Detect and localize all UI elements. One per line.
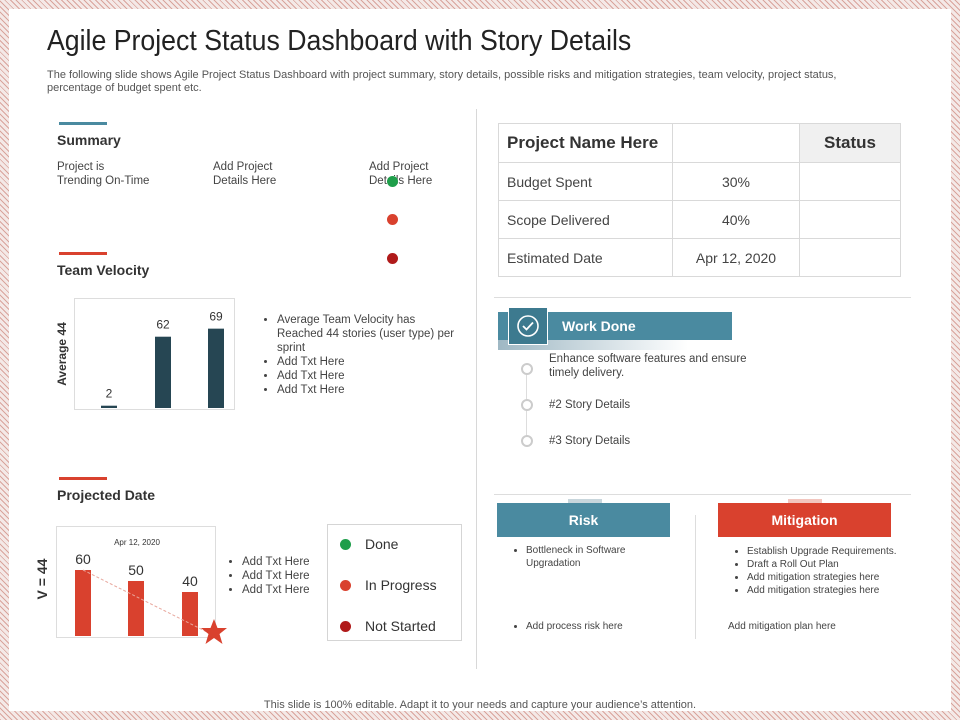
projected-chart: Apr 12, 2020 60 50 40 (75, 538, 218, 638)
projected-note: Add Txt Here (242, 583, 334, 597)
table-row: Scope Delivered 40% (498, 200, 901, 239)
table-cell-status (799, 238, 901, 277)
risk-tab (568, 499, 602, 505)
table-header-status: Status (799, 123, 901, 163)
work-item: #2 Story Details (549, 399, 631, 411)
velocity-notes: Average Team Velocity has Reached 44 sto… (259, 313, 459, 397)
star-icon (199, 617, 229, 647)
risk-mitigation-divider (695, 515, 696, 639)
table-cell-label: Scope Delivered (498, 200, 673, 239)
velocity-bar-label: 62 (156, 318, 170, 332)
velocity-chart-frame: 2 62 69 (74, 298, 235, 410)
table-header-project: Project Name Here (498, 123, 673, 163)
velocity-bar (101, 405, 117, 408)
projected-bar (128, 581, 144, 636)
mitigation-item: Establish Upgrade Requirements. (747, 545, 905, 558)
mitigation-banner: Mitigation (718, 503, 891, 537)
slide: { "title":"Agile Project Status Dashboar… (9, 9, 951, 711)
summary-col-1: Project is Trending On-Time (57, 161, 150, 187)
mitigation-footer: Add mitigation plan here (728, 621, 836, 632)
velocity-note: Add Txt Here (277, 369, 459, 383)
status-legend: Done In Progress Not Started (327, 524, 462, 641)
projected-chart-frame: Apr 12, 2020 60 50 40 (56, 526, 218, 638)
legend-item-not-started: Not Started (340, 618, 436, 634)
projected-bar (75, 570, 91, 636)
work-item: #3 Story Details (549, 435, 631, 447)
table-row: Budget Spent 30% (498, 162, 901, 201)
work-done-shadow (498, 340, 688, 350)
table-header-row: Project Name Here Status (498, 123, 901, 163)
table-cell-value: Apr 12, 2020 (672, 238, 800, 277)
legend-item-in-progress: In Progress (340, 577, 437, 593)
legend-dot-green (340, 538, 351, 550)
summary-heading: Summary (57, 132, 121, 148)
timeline-dot (521, 363, 533, 375)
legend-label: Done (365, 536, 399, 552)
mitigation-item: Add mitigation strategies here (747, 584, 905, 597)
table-row: Estimated Date Apr 12, 2020 (498, 238, 901, 277)
risk-notes: Bottleneck in Software Upgradation (504, 544, 669, 570)
timeline-dot (521, 435, 533, 447)
velocity-axis-label: Average 44 (55, 322, 69, 386)
table-cell-status (799, 162, 901, 201)
velocity-heading: Team Velocity (57, 262, 150, 278)
projected-note: Add Txt Here (242, 569, 334, 583)
projected-notes: Add Txt Here Add Txt Here Add Txt Here (224, 555, 334, 597)
legend-item-done: Done (340, 536, 398, 552)
legend-label: In Progress (365, 577, 437, 593)
projected-heading: Projected Date (57, 487, 156, 503)
timeline-dot (521, 399, 533, 411)
risk-footer: Add process risk here (504, 621, 623, 632)
legend-dot-dark-red (340, 620, 351, 632)
velocity-chart: 2 62 69 (101, 310, 224, 408)
velocity-bar (155, 336, 171, 408)
projected-axis-label-wrap: V = 44 (27, 534, 57, 624)
projected-chart-title: Apr 12, 2020 (114, 538, 160, 547)
mitigation-item: Add mitigation strategies here (747, 571, 905, 584)
legend-label: Not Started (365, 618, 436, 634)
mitigation-item: Draft a Roll Out Plan (747, 558, 905, 571)
status-dot-red (387, 214, 398, 225)
projected-note: Add Txt Here (242, 555, 334, 569)
mitigation-notes: Establish Upgrade Requirements. Draft a … (725, 545, 905, 597)
velocity-note: Add Txt Here (277, 355, 459, 369)
projected-axis-label: V = 44 (34, 558, 50, 600)
check-circle-icon (508, 307, 548, 345)
velocity-note: Add Txt Here (277, 383, 459, 397)
mitigation-tab (788, 499, 822, 505)
page-title: Agile Project Status Dashboard with Stor… (47, 25, 632, 57)
projected-accent (59, 477, 107, 480)
table-cell-value: 40% (672, 200, 800, 239)
projected-bar-label: 60 (75, 551, 91, 567)
projected-bar-label: 40 (182, 573, 198, 589)
table-cell-status (799, 200, 901, 239)
velocity-bar (208, 328, 224, 408)
vertical-divider (476, 109, 477, 669)
risk-footer-text: Add process risk here (526, 621, 623, 632)
work-item: Enhance software features and ensure tim… (549, 353, 747, 379)
table-cell-label: Estimated Date (498, 238, 673, 277)
velocity-note: Average Team Velocity has Reached 44 sto… (277, 313, 459, 355)
work-done-heading: Work Done (562, 318, 636, 334)
summary-accent (59, 122, 107, 125)
legend-dot-red (340, 579, 351, 591)
table-cell-label: Budget Spent (498, 162, 673, 201)
section-divider (494, 297, 911, 298)
status-dot-green (387, 176, 398, 187)
risk-item: Bottleneck in Software Upgradation (526, 544, 669, 570)
risk-banner: Risk (497, 503, 670, 537)
summary-col-2: Add Project Details Here (213, 161, 277, 187)
velocity-accent (59, 252, 107, 255)
velocity-bar-label: 69 (209, 310, 223, 324)
section-divider (494, 494, 911, 495)
velocity-bar-label: 2 (106, 387, 113, 401)
table-header-blank (672, 123, 800, 163)
page-subtitle: The following slide shows Agile Project … (47, 69, 837, 94)
status-dot-dark-red (387, 253, 398, 264)
table-cell-value: 30% (672, 162, 800, 201)
projected-bar (182, 592, 198, 636)
projected-bar-label: 50 (128, 562, 144, 578)
project-status-table: Project Name Here Status Budget Spent 30… (498, 123, 901, 277)
footer-note: This slide is 100% editable. Adapt it to… (263, 699, 697, 711)
